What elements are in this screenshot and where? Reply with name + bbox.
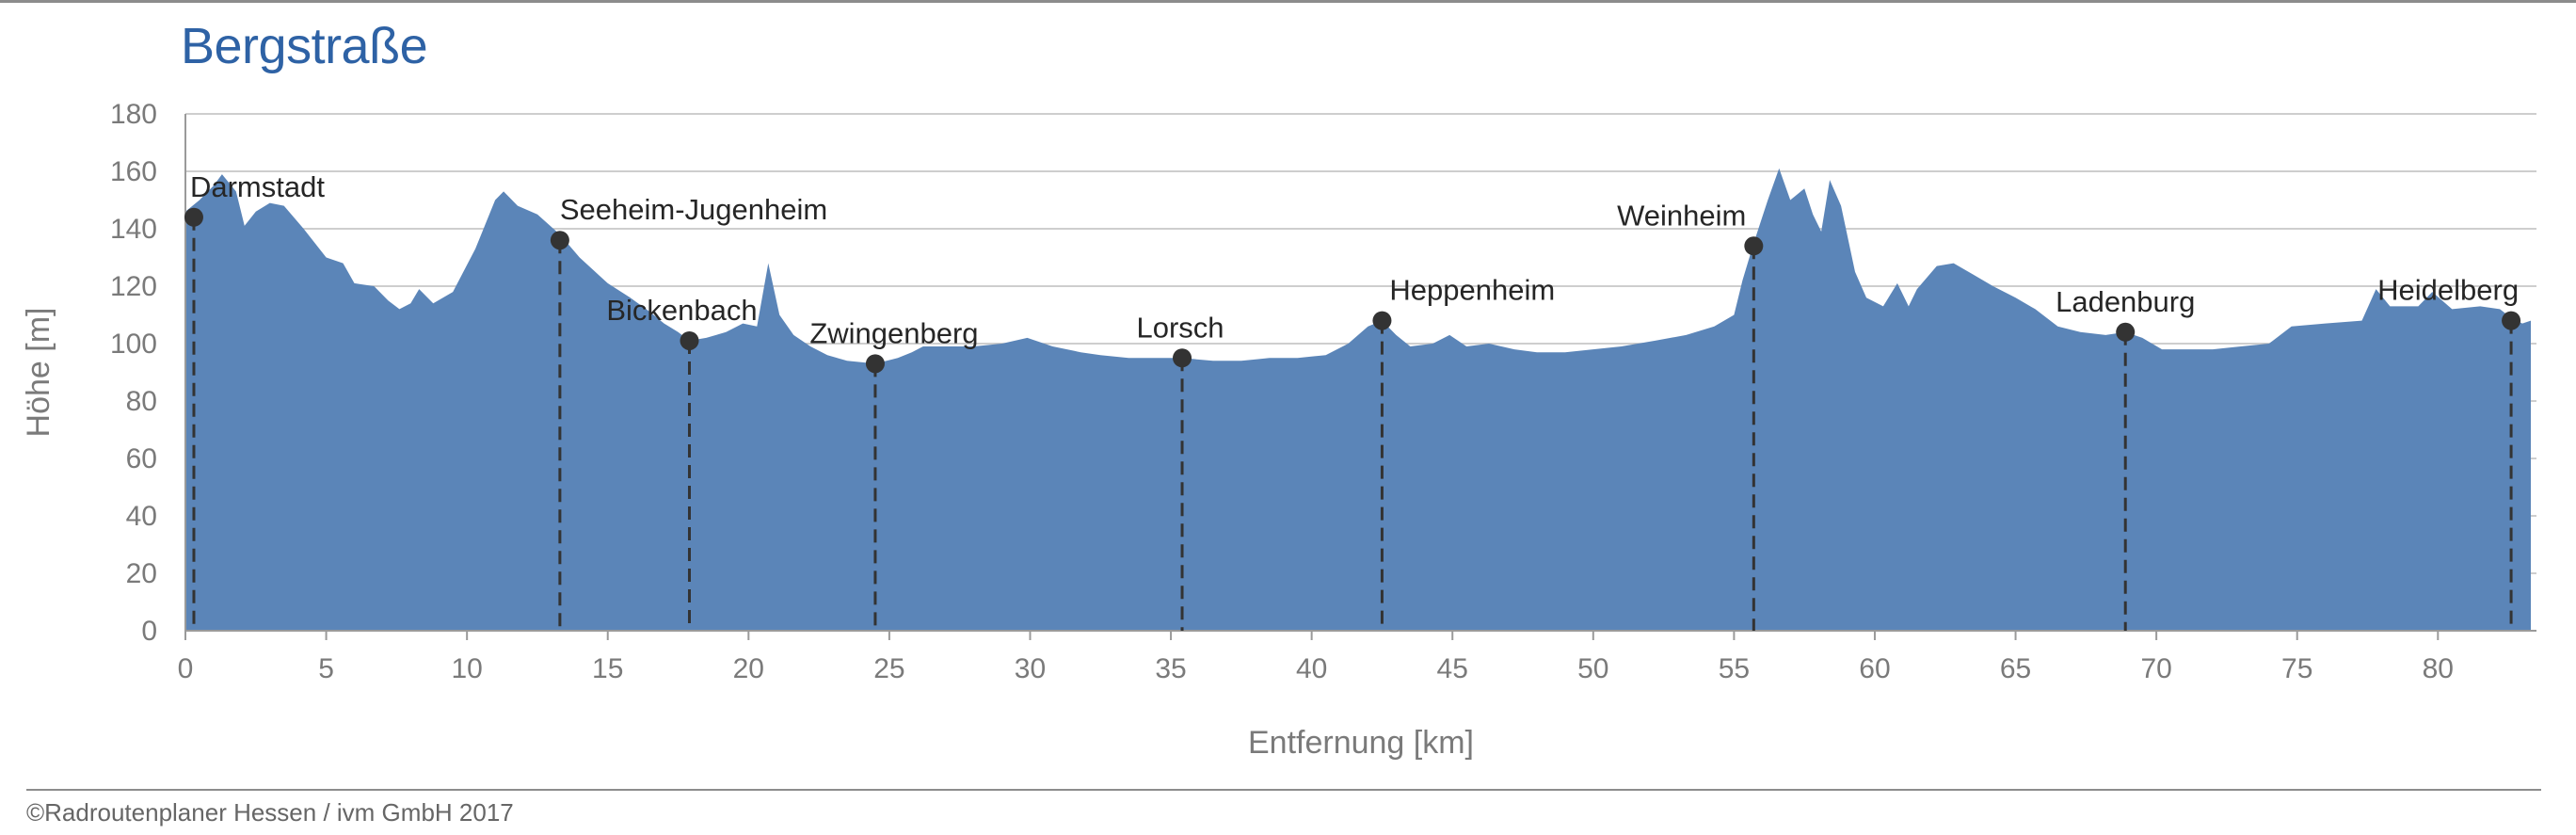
x-tick-label-75: 75 — [2281, 653, 2312, 684]
town-label-ladenburg: Ladenburg — [2056, 285, 2195, 318]
y-tick-label-100: 100 — [110, 329, 157, 360]
x-tick-label-45: 45 — [1437, 653, 1468, 684]
x-tick-label-20: 20 — [733, 653, 764, 684]
town-marker-bickenbach — [680, 330, 699, 350]
x-tick-label-15: 15 — [592, 653, 623, 684]
town-marker-heppenheim — [1372, 311, 1392, 330]
town-marker-weinheim — [1744, 236, 1764, 256]
x-tick-label-25: 25 — [873, 653, 904, 684]
town-marker-zwingenberg — [865, 354, 885, 374]
y-tick-label-40: 40 — [126, 501, 157, 532]
town-label-seeheim-jugenheim: Seeheim-Jugenheim — [560, 193, 827, 226]
y-tick-label-0: 0 — [141, 616, 157, 647]
copyright-credit: ©Radroutenplaner Hessen / ivm GmbH 2017 — [26, 798, 514, 827]
town-marker-heidelberg — [2502, 311, 2521, 330]
y-tick-label-80: 80 — [126, 386, 157, 417]
bottom-border-line — [26, 789, 2541, 791]
town-label-zwingenberg: Zwingenberg — [809, 316, 978, 349]
town-label-weinheim: Weinheim — [1617, 199, 1746, 232]
x-tick-label-70: 70 — [2140, 653, 2171, 684]
x-tick-label-65: 65 — [2000, 653, 2031, 684]
x-tick-label-0: 0 — [178, 653, 194, 684]
y-tick-label-60: 60 — [126, 443, 157, 474]
y-tick-label-120: 120 — [110, 271, 157, 302]
y-tick-label-20: 20 — [126, 558, 157, 589]
chart-title: Bergstraße — [181, 18, 428, 74]
x-tick-label-5: 5 — [318, 653, 334, 684]
elevation-area — [185, 168, 2532, 631]
town-label-lorsch: Lorsch — [1137, 311, 1224, 344]
town-label-heppenheim: Heppenheim — [1389, 274, 1555, 307]
x-tick-label-80: 80 — [2423, 653, 2454, 684]
x-axis-title: Entfernung [km] — [1248, 725, 1474, 761]
town-marker-lorsch — [1173, 348, 1192, 368]
y-tick-label-160: 160 — [110, 156, 157, 187]
x-tick-label-10: 10 — [451, 653, 482, 684]
town-label-heidelberg: Heidelberg — [2377, 274, 2519, 307]
y-axis-title: Höhe [m] — [21, 308, 56, 438]
town-label-bickenbach: Bickenbach — [606, 294, 757, 327]
town-label-darmstadt: Darmstadt — [190, 170, 325, 203]
x-tick-label-55: 55 — [1719, 653, 1750, 684]
x-tick-label-60: 60 — [1859, 653, 1890, 684]
x-tick-label-40: 40 — [1296, 653, 1327, 684]
x-tick-label-30: 30 — [1015, 653, 1046, 684]
town-marker-seeheim-jugenheim — [550, 231, 569, 250]
top-border-line — [0, 0, 2576, 3]
x-tick-label-50: 50 — [1577, 653, 1608, 684]
town-marker-ladenburg — [2116, 322, 2136, 342]
y-tick-label-140: 140 — [110, 214, 157, 245]
y-tick-label-180: 180 — [110, 99, 157, 130]
x-tick-label-35: 35 — [1155, 653, 1186, 684]
town-marker-darmstadt — [184, 207, 203, 227]
